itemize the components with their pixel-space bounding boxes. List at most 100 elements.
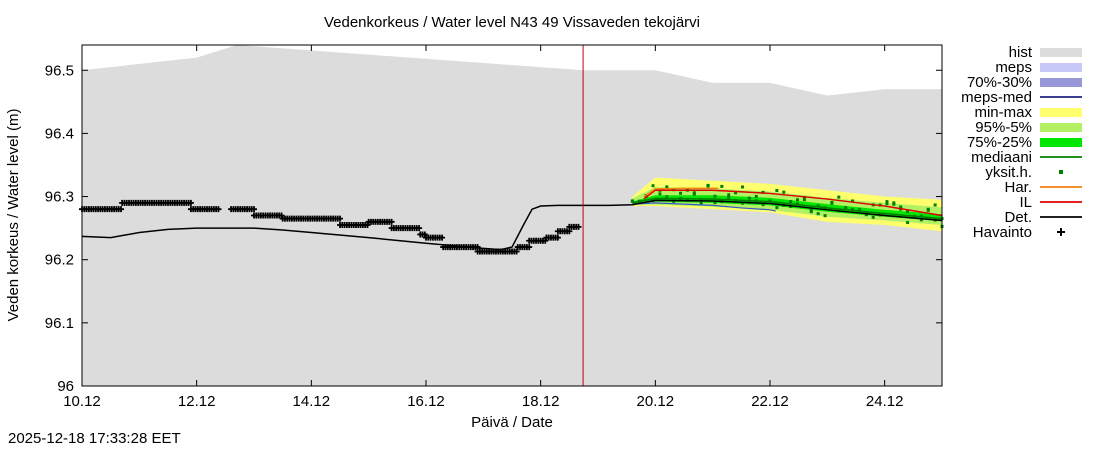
member-dot [802, 198, 806, 202]
legend-label-mediaani: mediaani [971, 149, 1032, 166]
legend-label-il: IL [1019, 194, 1032, 211]
hist-area-layer [82, 45, 942, 386]
observation-marker [439, 234, 446, 241]
member-dot [727, 193, 731, 197]
member-dot [899, 205, 903, 209]
member-dot [926, 207, 930, 211]
member-dot [809, 210, 813, 214]
member-dot [816, 212, 820, 216]
legend-swatch-yksit [1059, 170, 1063, 174]
det-line [81, 199, 943, 251]
member-dot [809, 208, 813, 212]
y-tick-label: 96.4 [45, 125, 74, 142]
observation-marker [117, 206, 124, 213]
member-dot [713, 201, 717, 205]
member-dot [871, 215, 875, 219]
member-dot [892, 202, 896, 206]
observation-markers-layer [79, 199, 582, 255]
member-dot [727, 195, 731, 199]
member-dot [665, 195, 669, 199]
member-dot [906, 221, 910, 225]
x-tick-label: 16.12 [407, 393, 445, 410]
member-dot [692, 192, 696, 196]
har-line [643, 187, 719, 198]
legend-label-det: Det. [1004, 209, 1032, 226]
member-dot [699, 201, 703, 205]
member-dot [747, 196, 751, 200]
legend: histmeps70%-30%meps-medmin-max95%-5%75%-… [961, 44, 1082, 241]
plot-frame [81, 44, 943, 387]
legend-label-yksit: yksit.h. [985, 164, 1032, 181]
observation-marker [364, 221, 371, 228]
member-dot [754, 194, 758, 198]
mediaani-line [632, 197, 943, 220]
axes-layer: 96 96.1 96.2 96.3 96.4 96.5 10.12 12.12 14.12 16.… [45, 44, 943, 410]
chart-title: Vedenkorkeus / Water level N43 49 Vissav… [324, 14, 700, 31]
x-tick-label: 24.12 [866, 393, 904, 410]
meps-med-line [632, 202, 776, 212]
legend-label-har: Har. [1004, 179, 1032, 196]
y-axis-label: Veden korkeus / Water level (m) [5, 109, 22, 322]
legend-label-p75_25: 75%-25% [967, 134, 1032, 151]
x-tick-label: 22.12 [751, 393, 789, 410]
y-tick-label: 96 [57, 378, 74, 395]
member-dot [734, 191, 738, 195]
il-line [643, 189, 943, 217]
y-tick-label: 96.5 [45, 62, 74, 79]
legend-label-havainto: Havainto [973, 224, 1032, 241]
member-dot [864, 213, 868, 217]
member-dot [706, 183, 710, 187]
member-dot [885, 202, 889, 206]
x-tick-label: 10.12 [63, 393, 101, 410]
member-dot [796, 198, 800, 202]
observation-marker [187, 199, 194, 206]
member-dot [740, 201, 744, 205]
member-dot [789, 200, 793, 204]
legend-label-p95_5: 95%-5% [975, 119, 1032, 136]
p75-25-band [632, 195, 942, 222]
member-dot [933, 203, 937, 207]
member-dot [658, 192, 662, 196]
observation-marker [388, 218, 395, 225]
member-dot [775, 206, 779, 210]
x-axis-label: Päivä / Date [471, 414, 553, 431]
x-tick-label: 12.12 [178, 393, 216, 410]
legend-swatch-p70_30 [1040, 78, 1082, 87]
observation-marker [278, 212, 285, 219]
member-dot [837, 195, 841, 199]
observation-marker [554, 234, 561, 241]
y-tick-label: 96.3 [45, 189, 74, 206]
legend-swatch-p75_25 [1040, 138, 1082, 147]
member-dot [651, 184, 655, 188]
member-dot [679, 191, 683, 195]
observation-marker [421, 231, 428, 238]
observation-marker [513, 248, 520, 255]
observation-marker [337, 215, 343, 222]
legend-label-meps: meps [995, 59, 1032, 76]
member-dot [740, 185, 744, 189]
observation-marker [251, 206, 257, 213]
legend-label-hist: hist [1009, 44, 1033, 61]
member-dot [761, 203, 765, 207]
member-dot [775, 188, 779, 192]
y-tick-label: 96.1 [45, 315, 74, 332]
x-tick-label: 14.12 [293, 393, 331, 410]
legend-swatch-meps [1040, 63, 1082, 72]
member-dot [830, 201, 834, 205]
legend-label-meps_med: meps-med [961, 89, 1032, 106]
legend-swatch-havainto [1057, 228, 1065, 236]
hist-area [82, 45, 942, 386]
x-tick-label: 18.12 [522, 393, 560, 410]
member-dot [919, 218, 923, 222]
legend-label-p70_30: 70%-30% [967, 74, 1032, 91]
member-dot [816, 204, 820, 208]
y-tick-label: 96.2 [45, 252, 74, 269]
legend-swatch-minmax [1040, 108, 1082, 117]
member-dot [906, 210, 910, 214]
member-dot [782, 190, 786, 194]
member-dot [851, 207, 855, 211]
member-dot [851, 199, 855, 203]
observation-marker [542, 237, 549, 244]
member-dot [823, 214, 827, 218]
